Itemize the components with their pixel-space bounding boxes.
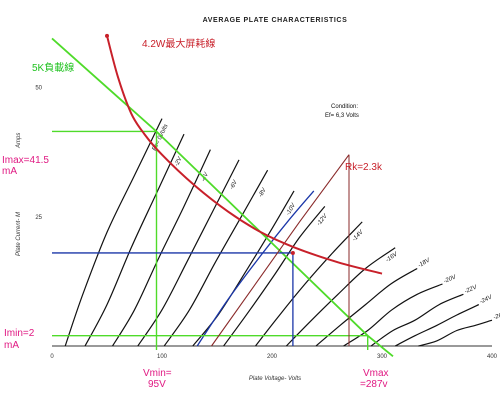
plate-curve bbox=[418, 319, 493, 347]
plate-curve-label: -10V bbox=[285, 202, 297, 217]
y-tick-label: 50 bbox=[35, 86, 42, 92]
plate-curve bbox=[315, 267, 418, 347]
analysis-overlay bbox=[51, 33, 394, 357]
vmax-value: =287v bbox=[360, 379, 388, 390]
vmin-value: 95V bbox=[148, 379, 166, 390]
plate-curve-label: -8V bbox=[258, 187, 268, 199]
plate-curve bbox=[343, 283, 443, 347]
vmax-label: Vmax bbox=[363, 368, 389, 379]
projection-curve bbox=[196, 190, 315, 347]
imin-unit: mA bbox=[4, 340, 19, 351]
y-tick-label: 25 bbox=[35, 215, 42, 221]
x-tick-label: 0 bbox=[50, 354, 54, 360]
plate-curve-label: -24V bbox=[479, 294, 494, 305]
x-tick-label: 100 bbox=[157, 354, 168, 360]
imax-unit: mA bbox=[2, 166, 17, 177]
cathode-line-label: Rk=2.3k bbox=[345, 162, 383, 173]
imin-label: Imin=2 bbox=[4, 328, 35, 339]
condition-line-2: Ef= 6,3 Volts bbox=[325, 113, 359, 119]
y-axis-label: Plate Current- M bbox=[16, 212, 22, 256]
axis-ticks: 0 100 200 300 400 25 50 bbox=[35, 86, 497, 360]
x-tick-label: 300 bbox=[377, 354, 388, 360]
y-axis-label-suffix: Amps bbox=[16, 133, 22, 149]
plate-curve-label: -4V bbox=[201, 171, 211, 183]
plate-curve-label: -18V bbox=[417, 257, 432, 269]
max-dissipation-start-dot bbox=[105, 33, 109, 38]
plate-curve bbox=[285, 247, 396, 347]
plate-curve-label: -22V bbox=[464, 284, 479, 295]
chart-title: AVERAGE PLATE CHARACTERISTICS bbox=[203, 17, 348, 24]
max-dissipation-curve bbox=[106, 35, 383, 275]
plate-curve bbox=[394, 304, 480, 347]
x-tick-label: 200 bbox=[267, 354, 278, 360]
x-axis-label: Plate Voltage- Volts bbox=[249, 376, 301, 382]
condition-line-1: Condition: bbox=[331, 104, 358, 110]
vmin-label: Vmin= bbox=[143, 368, 172, 379]
load-line-label: 5K負載線 bbox=[32, 61, 74, 74]
plate-curves: Ec= 0Volts-2V-4V-6V-8V-10V-12V-14V-16V -1… bbox=[64, 118, 500, 347]
plate-curve bbox=[370, 293, 464, 347]
cathode-load-line bbox=[211, 154, 350, 347]
condition-box: Condition: Ef= 6,3 Volts bbox=[322, 99, 384, 121]
plate-curve bbox=[255, 221, 363, 347]
x-tick-label: 400 bbox=[487, 354, 498, 360]
plate-curve bbox=[223, 206, 326, 347]
plate-curve-label: -2V bbox=[174, 155, 184, 167]
operating-point-dot bbox=[290, 250, 295, 255]
max-dissipation-label: 4.2W最大屏耗線 bbox=[142, 37, 215, 50]
plate-curve bbox=[111, 149, 211, 347]
plate-curve-label: -26V bbox=[493, 311, 500, 321]
plate-curve-label: -6V bbox=[229, 179, 239, 191]
plate-curve bbox=[84, 133, 185, 347]
imax-label: Imax=41.5 bbox=[2, 155, 49, 166]
condition-box-bg bbox=[322, 99, 384, 121]
plate-curve-label: -20V bbox=[443, 274, 458, 285]
plate-curve bbox=[64, 118, 163, 347]
plate-curve bbox=[163, 169, 269, 347]
